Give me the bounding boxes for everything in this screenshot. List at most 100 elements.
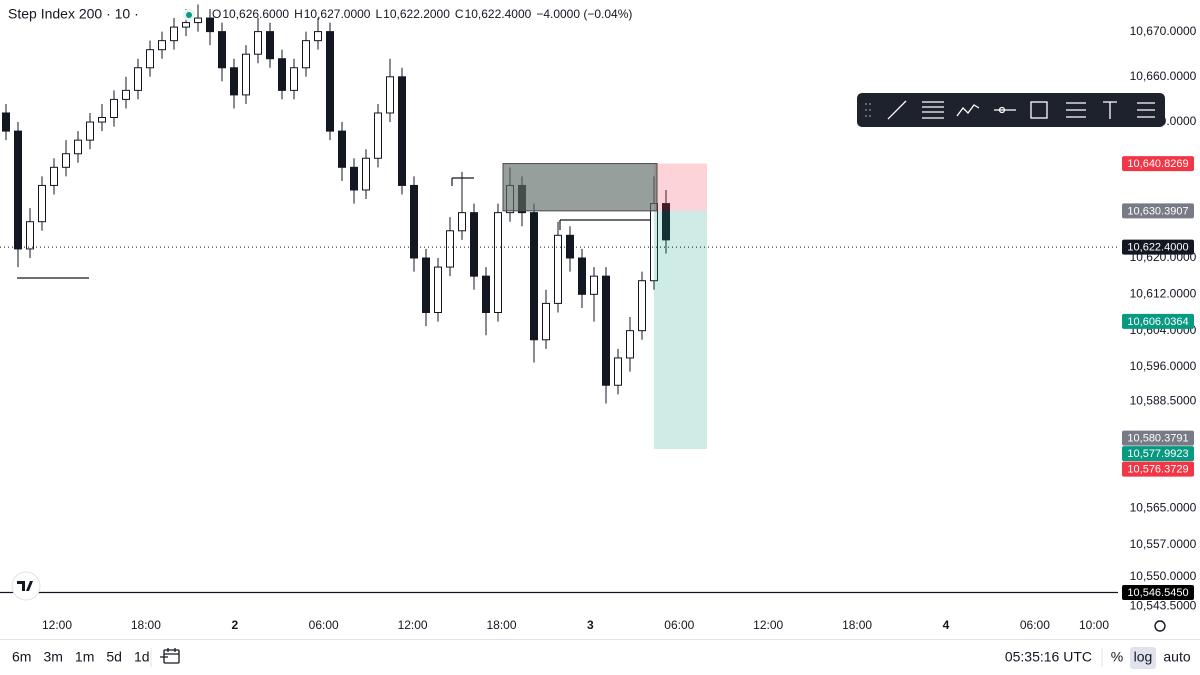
ohlc-letter: O (212, 7, 221, 21)
candle-body (14, 130, 22, 250)
trend-line-tool[interactable] (887, 100, 907, 120)
candle-body (134, 67, 142, 91)
tradingview-logo[interactable] (11, 571, 41, 601)
settings-tool[interactable] (1137, 102, 1155, 118)
ohlc-value: 10,627.0000 (304, 7, 371, 21)
candle-body (578, 257, 586, 295)
candle-body (614, 357, 622, 386)
drawing-toolbar (857, 93, 1165, 127)
y-tick-label: 10,596.0000 (1130, 359, 1197, 373)
candle-body (38, 184, 46, 223)
candle-body (362, 157, 370, 191)
candle-body (182, 22, 190, 28)
timeframe-button[interactable]: 6m (12, 649, 31, 665)
candle-body (194, 17, 202, 24)
candle-body (554, 234, 562, 304)
zone-box (502, 163, 658, 212)
price-badge (1122, 313, 1194, 329)
price-badge-label: 10,577.9923 (1127, 448, 1188, 460)
ohlc-letter: H (294, 7, 303, 21)
candle-body (374, 112, 382, 159)
settings-icon[interactable] (1154, 620, 1166, 632)
ohlc-letter: L (375, 7, 382, 21)
candle-body (542, 302, 550, 341)
ohlc-value: 10,622.4000 (465, 7, 532, 21)
candle-body (278, 58, 286, 91)
y-tick-label: 10,550.0000 (1130, 569, 1197, 583)
price-badge (1122, 156, 1194, 172)
text-tool[interactable] (1103, 101, 1117, 119)
candle-body (530, 212, 538, 341)
candle-body (230, 67, 238, 96)
candle-body (494, 212, 502, 313)
scale-button[interactable]: auto (1163, 649, 1190, 665)
candle-body (410, 184, 418, 259)
x-axis: 12:00 18:00 2 06:00 12:00 18:00 3 06:00 12:00 18:… (42, 618, 1109, 632)
candle-body (470, 212, 478, 277)
plot (2, 4, 670, 404)
x-tick-label: 18:00 (486, 618, 516, 632)
x-tick-label: 10:00 (1079, 618, 1109, 632)
timeframe-button[interactable]: 3m (43, 649, 62, 665)
price-badge-label: 10,622.4000 (1127, 242, 1188, 254)
candle-body (146, 49, 154, 69)
x-tick-label: 12:00 (42, 618, 72, 632)
timeframe-button[interactable]: 1d (134, 649, 150, 665)
horizontal-line-tool[interactable] (998, 106, 1006, 114)
price-badge (1122, 203, 1194, 219)
price-badge (1122, 430, 1194, 446)
candle-body (386, 76, 394, 114)
candle-body (314, 31, 322, 42)
candle-body (446, 230, 454, 268)
y-tick-label: 10,660.0000 (1130, 69, 1197, 83)
candle-body (26, 221, 34, 250)
timeframe-button[interactable]: 5d (106, 649, 122, 665)
candle-body (218, 31, 226, 69)
candle-body (266, 31, 274, 60)
timeframe-button[interactable]: 1m (75, 649, 94, 665)
y-tick-label: 10,557.0000 (1130, 537, 1197, 551)
date-range-icon[interactable] (160, 648, 180, 664)
candle-body (602, 275, 610, 386)
scale-button-bg (1130, 647, 1156, 669)
fib-tool[interactable] (922, 101, 944, 119)
candle-body (350, 166, 358, 191)
symbol-name[interactable]: Step Index 200 · 10 · (8, 6, 139, 22)
candle-body (158, 40, 166, 51)
candle-body (254, 31, 262, 55)
y-tick-label: 10,588.5000 (1130, 393, 1197, 407)
market-status-dot (186, 12, 192, 18)
parallel-tool[interactable] (1066, 102, 1086, 118)
scale-button[interactable]: log (1134, 649, 1153, 665)
candle-body (242, 53, 250, 96)
x-tick-label: 12:00 (753, 618, 783, 632)
price-badges: 10,640.8269 10,630.3907 10,622.4000 10,606.… (1122, 156, 1194, 601)
price-badge-label: 10,580.3791 (1127, 433, 1188, 445)
stop-zone (654, 163, 707, 211)
candle-body (110, 98, 118, 119)
x-tick-label: 12:00 (398, 618, 428, 632)
candle-body (50, 166, 58, 186)
x-tick-label: 06:00 (664, 618, 694, 632)
pattern-tool[interactable] (956, 104, 980, 117)
ohlc-letter: C (455, 7, 464, 21)
y-tick-label: 10,543.5000 (1130, 599, 1197, 613)
candle-body (326, 31, 334, 132)
y-tick-label: 10,670.0000 (1130, 24, 1197, 38)
candle-body (638, 280, 646, 332)
candle-body (338, 130, 346, 168)
candle-body (122, 89, 130, 100)
ohlc-value: 10,626.6000 (222, 7, 289, 21)
change-value: −4.0000 (−0.04%) (536, 7, 632, 21)
candle-body (170, 26, 178, 42)
candle-body (482, 275, 490, 313)
candle-body (590, 275, 598, 295)
rectangle-tool[interactable] (1030, 101, 1048, 119)
candle-body (2, 112, 10, 132)
candle-body (86, 121, 94, 141)
toolbar-grip[interactable] (865, 103, 871, 117)
price-badge (1122, 446, 1194, 462)
candle-body (98, 117, 106, 123)
scale-button[interactable]: % (1111, 649, 1123, 665)
